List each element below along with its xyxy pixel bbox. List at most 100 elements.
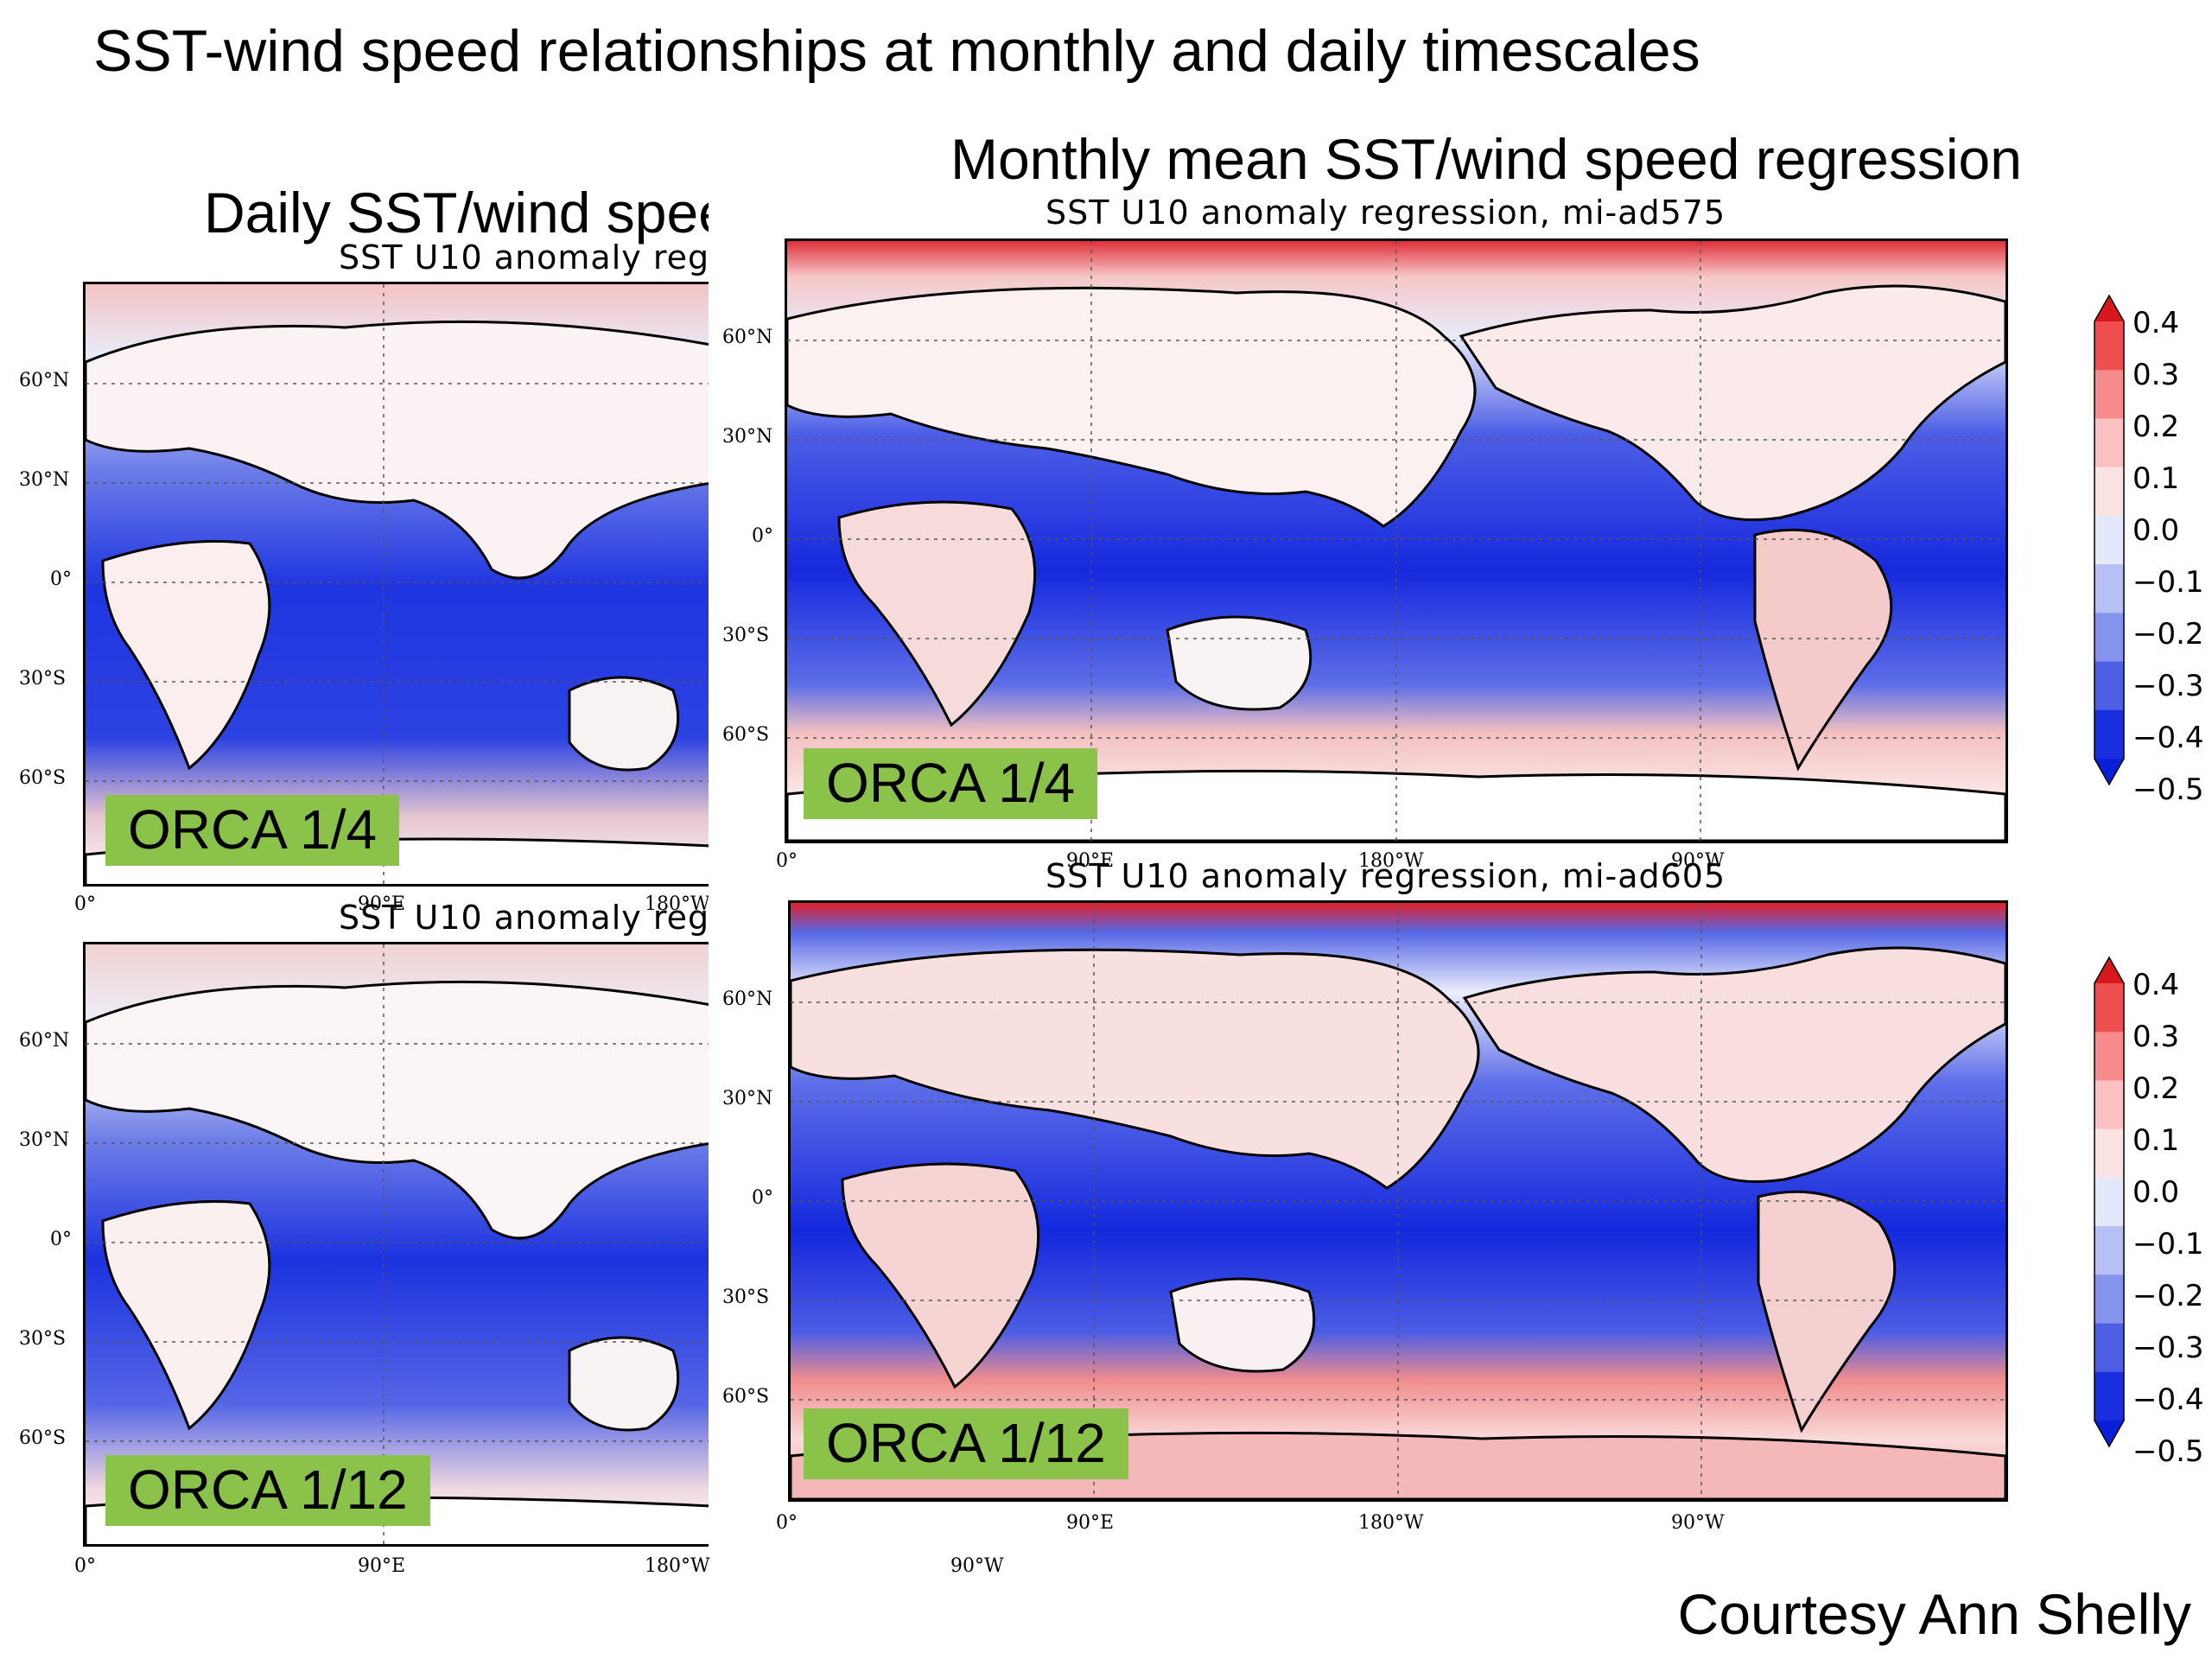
colorbar-tick-label: 0.3 xyxy=(2133,358,2180,392)
colorbar-outline xyxy=(2094,956,2125,1448)
daily-1-lon-0: 0° xyxy=(74,893,96,915)
colorbar-segment xyxy=(2094,613,2124,663)
colorbar-segment xyxy=(2094,661,2124,711)
colorbar-tick-label: 0.4 xyxy=(2133,968,2180,1002)
monthly-2-lat-60s: 60°S xyxy=(722,1386,770,1408)
monthly-1-lat-60s: 60°S xyxy=(722,724,770,746)
colorbar-tick-label: −0.3 xyxy=(2133,669,2204,703)
colorbar-segment xyxy=(2094,370,2124,419)
daily-2-lat-30s: 30°S xyxy=(19,1328,67,1350)
daily-2-lat-30n: 30°N xyxy=(19,1129,70,1151)
daily-2-lon-180w: 180°W xyxy=(645,1555,710,1577)
colorbar-tick-label: −0.4 xyxy=(2133,1382,2204,1417)
monthly-1-lat-30n: 30°N xyxy=(722,426,773,448)
daily-1-badge: ORCA 1/4 xyxy=(105,795,400,866)
colorbar-1-ticks: 0.4 0.3 0.2 0.1 0.0 −0.1 −0.2 −0.3 −0.4 −0.5 xyxy=(2133,306,2212,807)
monthly-1-badge: ORCA 1/4 xyxy=(804,748,1098,819)
daily-heading-clip: Daily SST/wind spee xyxy=(0,173,709,251)
colorbar-segment xyxy=(2094,1177,2124,1227)
colorbar-segment xyxy=(2094,1226,2124,1275)
daily-2-lon-0: 0° xyxy=(74,1555,96,1577)
daily-map-1 xyxy=(83,282,709,887)
daily-1-lat-60s: 60°S xyxy=(19,767,67,789)
monthly-2-lon-90e: 90°E xyxy=(1066,1512,1115,1534)
daily-2-lon-90e: 90°E xyxy=(358,1555,406,1577)
colorbar-tick-label: 0.1 xyxy=(2133,1123,2180,1158)
colorbar-extend-bottom xyxy=(2094,1421,2124,1446)
daily-1-subtitle-clip: SST U10 anomaly reg xyxy=(0,238,709,278)
monthly-1-lat-0: 0° xyxy=(752,525,773,547)
colorbar-tick-label: 0.4 xyxy=(2133,306,2180,340)
daily-2-lat-60n: 60°N xyxy=(19,1030,70,1052)
daily-1-lon-180w: 180°W xyxy=(645,893,709,915)
monthly-extra-lon-90w: 90°W xyxy=(950,1555,1004,1577)
monthly-map-1 xyxy=(785,238,2008,843)
daily-map-2 xyxy=(83,942,709,1547)
daily-1-lon-90e: 90°E xyxy=(358,893,406,915)
daily-2-subtitle-clip: SST U10 anomaly reg xyxy=(0,899,709,938)
colorbar-2 xyxy=(2094,956,2125,1448)
colorbar-tick-label: −0.5 xyxy=(2133,1434,2204,1469)
daily-heading: Daily SST/wind spee xyxy=(204,181,709,245)
colorbar-segment xyxy=(2094,983,2124,1033)
daily-map-2-field xyxy=(86,944,709,1544)
colorbar-tick-label: −0.2 xyxy=(2133,1279,2204,1313)
daily-2-lat-0: 0° xyxy=(50,1229,72,1250)
daily-1-lat-30n: 30°N xyxy=(19,469,70,491)
monthly-1-lon-90w: 90°W xyxy=(1671,850,1725,872)
colorbar-tick-label: 0.0 xyxy=(2133,513,2180,548)
monthly-2-lon-180w: 180°W xyxy=(1358,1512,1424,1534)
colorbar-1 xyxy=(2094,294,2125,786)
colorbar-tick-label: 0.2 xyxy=(2133,410,2180,444)
daily-1-subtitle: SST U10 anomaly reg xyxy=(339,238,709,276)
monthly-heading: Monthly mean SST/wind speed regression xyxy=(950,127,2022,191)
credit: Courtesy Ann Shelly xyxy=(1677,1582,2191,1646)
monthly-1-lon-0: 0° xyxy=(776,850,798,872)
colorbar-extend-top xyxy=(2094,296,2124,321)
daily-1-lat-30s: 30°S xyxy=(19,668,67,690)
monthly-2-lat-60n: 60°N xyxy=(722,988,773,1010)
colorbar-segment xyxy=(2094,1274,2124,1325)
colorbar-extend-bottom xyxy=(2094,759,2124,785)
daily-1-lat-60n: 60°N xyxy=(19,370,70,391)
colorbar-segment xyxy=(2094,1128,2124,1179)
daily-2-subtitle: SST U10 anomaly reg xyxy=(339,899,709,937)
colorbar-tick-label: −0.2 xyxy=(2133,617,2204,652)
monthly-2-subtitle: SST U10 anomaly regression, mi-ad605 xyxy=(1046,857,1726,895)
monthly-2-lat-0: 0° xyxy=(752,1187,773,1209)
monthly-2-badge: ORCA 1/12 xyxy=(804,1408,1128,1479)
monthly-1-lat-60n: 60°N xyxy=(722,327,773,348)
monthly-1-lat-30s: 30°S xyxy=(722,625,770,646)
colorbar-segment xyxy=(2094,1371,2124,1421)
monthly-map-2-field xyxy=(791,903,2005,1499)
colorbar-tick-label: −0.3 xyxy=(2133,1331,2204,1365)
daily-1-lon-clip: 180°W xyxy=(0,890,709,925)
monthly-2-lon-90w: 90°W xyxy=(1671,1512,1725,1534)
colorbar-segment xyxy=(2094,515,2124,565)
daily-2-badge: ORCA 1/12 xyxy=(105,1455,430,1526)
slide-title: SST-wind speed relationships at monthly … xyxy=(93,18,1700,84)
colorbar-tick-label: 0.1 xyxy=(2133,461,2180,496)
colorbar-tick-label: 0.2 xyxy=(2133,1071,2180,1106)
colorbar-segment xyxy=(2094,709,2124,760)
colorbar-segment xyxy=(2094,1080,2124,1130)
monthly-1-subtitle: SST U10 anomaly regression, mi-ad575 xyxy=(1046,194,1726,232)
colorbar-segment xyxy=(2094,467,2124,517)
monthly-map-2 xyxy=(788,900,2008,1502)
colorbar-segment xyxy=(2094,321,2124,371)
colorbar-segment xyxy=(2094,564,2124,613)
colorbar-2-ticks: 0.4 0.3 0.2 0.1 0.0 −0.1 −0.2 −0.3 −0.4 −0.5 xyxy=(2133,968,2212,1469)
colorbar-segment xyxy=(2094,1032,2124,1081)
monthly-1-lon-90e: 90°E xyxy=(1066,850,1115,872)
monthly-2-lon-0: 0° xyxy=(776,1512,798,1534)
colorbar-tick-label: 0.3 xyxy=(2133,1020,2180,1054)
monthly-map-1-field xyxy=(787,241,2005,841)
daily-1-lat-0: 0° xyxy=(50,569,72,590)
colorbar-extend-top xyxy=(2094,957,2124,983)
colorbar-segment xyxy=(2094,1323,2124,1373)
colorbar-tick-label: −0.5 xyxy=(2133,772,2204,807)
colorbar-tick-label: −0.1 xyxy=(2133,1227,2204,1262)
colorbar-tick-label: −0.1 xyxy=(2133,565,2204,600)
monthly-2-lat-30s: 30°S xyxy=(722,1287,770,1308)
colorbar-tick-label: −0.4 xyxy=(2133,721,2204,755)
